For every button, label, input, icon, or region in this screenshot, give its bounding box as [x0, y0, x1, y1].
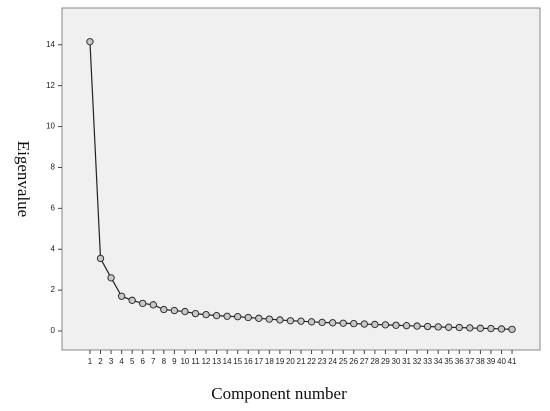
- point: [170, 306, 179, 315]
- point: [286, 317, 295, 325]
- x-tick-label: 39: [486, 357, 495, 366]
- point: [434, 323, 442, 331]
- y-tick-label: 12: [46, 81, 55, 90]
- point: [392, 321, 400, 329]
- x-tick-label: 11: [191, 357, 200, 366]
- x-tick-label: 18: [265, 357, 274, 366]
- x-tick-label: 25: [339, 357, 348, 366]
- point: [244, 313, 252, 322]
- point: [381, 321, 390, 329]
- x-tick-label: 12: [202, 357, 211, 366]
- x-tick-label: 33: [423, 357, 432, 366]
- point: [413, 322, 421, 330]
- y-tick-label: 14: [46, 40, 55, 49]
- x-tick-label: 30: [392, 357, 401, 366]
- point: [508, 325, 516, 334]
- point: [149, 301, 157, 309]
- x-tick-label: 19: [275, 357, 284, 366]
- x-tick-label: 24: [328, 357, 337, 366]
- x-tick-label: 23: [318, 357, 327, 366]
- point: [466, 324, 474, 332]
- x-tick-label: 20: [286, 357, 295, 366]
- point: [191, 309, 200, 318]
- point: [223, 312, 231, 320]
- x-tick-label: 35: [444, 357, 453, 366]
- x-tick-label: 6: [140, 357, 145, 366]
- x-tick-label: 1: [88, 357, 93, 366]
- point: [160, 305, 168, 314]
- x-tick-label: 21: [297, 357, 306, 366]
- y-tick-label: 6: [51, 203, 56, 212]
- x-tick-label: 9: [172, 357, 177, 366]
- x-tick-label: 32: [413, 357, 422, 366]
- point: [265, 315, 273, 323]
- point: [212, 312, 221, 320]
- point: [497, 325, 506, 333]
- x-tick-label: 28: [370, 357, 379, 366]
- x-tick-label: 40: [497, 357, 506, 366]
- point: [234, 313, 242, 321]
- point: [255, 314, 263, 322]
- x-tick-label: 3: [109, 357, 114, 366]
- x-tick-label: 5: [130, 357, 135, 366]
- point: [371, 320, 379, 329]
- point: [476, 324, 485, 332]
- x-tick-label: 2: [98, 357, 103, 366]
- point: [86, 38, 94, 46]
- x-tick-label: 37: [465, 357, 474, 366]
- x-tick-label: 16: [244, 357, 253, 366]
- x-tick-label: 27: [360, 357, 369, 366]
- y-tick-label: 4: [51, 244, 56, 253]
- y-axis-title: Eigenvalue: [14, 141, 33, 217]
- point: [117, 292, 126, 300]
- point: [423, 322, 432, 331]
- point: [202, 310, 210, 319]
- y-tick-label: 8: [51, 163, 56, 172]
- x-tick-label: 31: [402, 357, 411, 366]
- x-tick-label: 13: [212, 357, 221, 366]
- x-tick-label: 14: [223, 357, 232, 366]
- point: [402, 322, 411, 330]
- y-tick-label: 10: [46, 122, 55, 131]
- point: [307, 318, 316, 326]
- point: [276, 316, 284, 324]
- point: [445, 323, 453, 331]
- x-tick-label: 26: [349, 357, 358, 366]
- x-tick-label: 17: [254, 357, 263, 366]
- point: [360, 320, 368, 328]
- x-tick-label: 4: [119, 357, 124, 366]
- point: [318, 318, 326, 327]
- point: [139, 299, 147, 308]
- x-tick-label: 22: [307, 357, 316, 366]
- point: [329, 319, 337, 327]
- point: [181, 307, 189, 316]
- point: [339, 319, 347, 327]
- plot-area: [61, 7, 541, 351]
- x-tick-label: 8: [162, 357, 167, 366]
- x-tick-label: 38: [476, 357, 485, 366]
- x-tick-label: 10: [180, 357, 189, 366]
- y-tick-label: 2: [51, 285, 56, 294]
- point: [96, 254, 105, 263]
- point: [128, 296, 136, 304]
- point: [350, 319, 358, 328]
- x-tick-label: 29: [381, 357, 390, 366]
- point: [455, 323, 463, 332]
- x-tick-label: 41: [508, 357, 517, 366]
- point: [487, 324, 495, 333]
- x-tick-label: 36: [455, 357, 464, 366]
- point: [297, 317, 305, 325]
- y-tick-label: 0: [51, 326, 56, 335]
- x-axis-title: Component number: [211, 384, 347, 403]
- x-tick-label: 7: [151, 357, 156, 366]
- x-tick-label: 34: [434, 357, 443, 366]
- point: [107, 274, 115, 282]
- x-tick-label: 15: [233, 357, 242, 366]
